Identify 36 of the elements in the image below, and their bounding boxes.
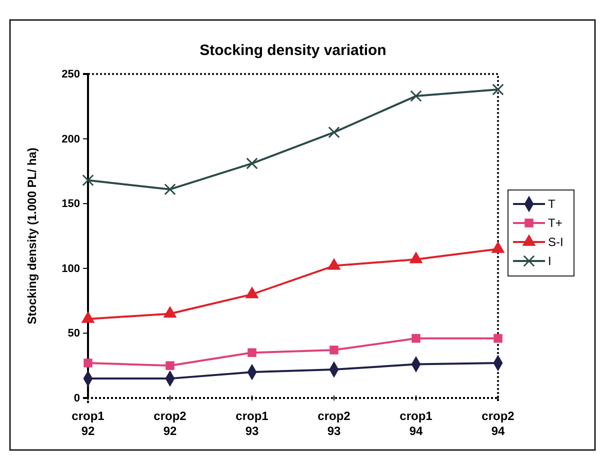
point bbox=[82, 174, 94, 186]
point bbox=[492, 242, 504, 253]
point bbox=[492, 84, 504, 96]
y-tick-label: 200 bbox=[62, 133, 80, 146]
point bbox=[246, 158, 258, 170]
point bbox=[82, 312, 94, 323]
legend-label: T bbox=[548, 197, 556, 211]
point bbox=[412, 334, 420, 343]
point bbox=[330, 346, 338, 354]
legend-label: S-I bbox=[548, 235, 564, 249]
x-tick-label: crop2 92 bbox=[154, 409, 187, 438]
x-tick-label: crop2 93 bbox=[318, 409, 351, 438]
x-tick-label: crop1 93 bbox=[236, 409, 269, 438]
y-tick-label: 0 bbox=[74, 392, 80, 405]
legend-label: T+ bbox=[548, 216, 562, 230]
point bbox=[410, 252, 422, 264]
x-tick-label: crop1 94 bbox=[400, 409, 433, 438]
point bbox=[328, 126, 340, 138]
point bbox=[166, 361, 174, 370]
point bbox=[328, 258, 340, 270]
point bbox=[248, 348, 256, 358]
point bbox=[164, 183, 176, 196]
legend-label: I bbox=[548, 254, 552, 268]
point bbox=[84, 358, 92, 368]
point bbox=[246, 287, 258, 298]
y-tick-label: 250 bbox=[62, 68, 80, 81]
y-tick-label: 100 bbox=[62, 262, 80, 275]
point bbox=[164, 306, 176, 318]
x-tick-label: crop2 94 bbox=[482, 409, 515, 438]
y-tick-label: 50 bbox=[68, 328, 80, 340]
y-axis-title: Stocking density (1.000 PL/ ha) bbox=[25, 148, 39, 324]
point bbox=[494, 334, 502, 343]
x-tick-label: crop1 92 bbox=[72, 409, 105, 438]
chart-title: Stocking density variation bbox=[200, 42, 386, 59]
point bbox=[410, 90, 422, 102]
y-tick-label: 150 bbox=[62, 198, 80, 210]
